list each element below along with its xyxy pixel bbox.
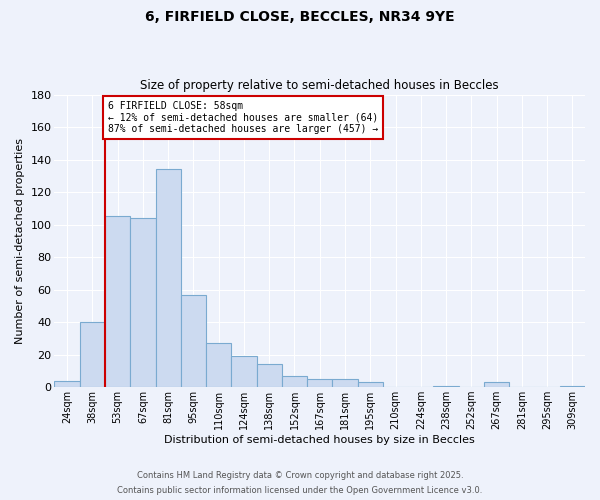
Bar xyxy=(282,376,307,387)
Bar xyxy=(55,380,80,387)
Bar xyxy=(560,386,585,387)
Bar xyxy=(358,382,383,387)
X-axis label: Distribution of semi-detached houses by size in Beccles: Distribution of semi-detached houses by … xyxy=(164,435,475,445)
Text: 6, FIRFIELD CLOSE, BECCLES, NR34 9YE: 6, FIRFIELD CLOSE, BECCLES, NR34 9YE xyxy=(145,10,455,24)
Bar xyxy=(80,322,105,387)
Bar xyxy=(484,382,509,387)
Bar xyxy=(130,218,155,387)
Bar xyxy=(105,216,130,387)
Bar xyxy=(181,294,206,387)
Bar xyxy=(232,356,257,387)
Bar xyxy=(307,379,332,387)
Y-axis label: Number of semi-detached properties: Number of semi-detached properties xyxy=(15,138,25,344)
Bar xyxy=(155,170,181,387)
Text: Contains HM Land Registry data © Crown copyright and database right 2025.: Contains HM Land Registry data © Crown c… xyxy=(137,471,463,480)
Bar xyxy=(206,344,232,387)
Bar xyxy=(332,379,358,387)
Bar xyxy=(257,364,282,387)
Bar xyxy=(433,386,458,387)
Text: 6 FIRFIELD CLOSE: 58sqm
← 12% of semi-detached houses are smaller (64)
87% of se: 6 FIRFIELD CLOSE: 58sqm ← 12% of semi-de… xyxy=(107,101,378,134)
Text: Contains public sector information licensed under the Open Government Licence v3: Contains public sector information licen… xyxy=(118,486,482,495)
Title: Size of property relative to semi-detached houses in Beccles: Size of property relative to semi-detach… xyxy=(140,79,499,92)
